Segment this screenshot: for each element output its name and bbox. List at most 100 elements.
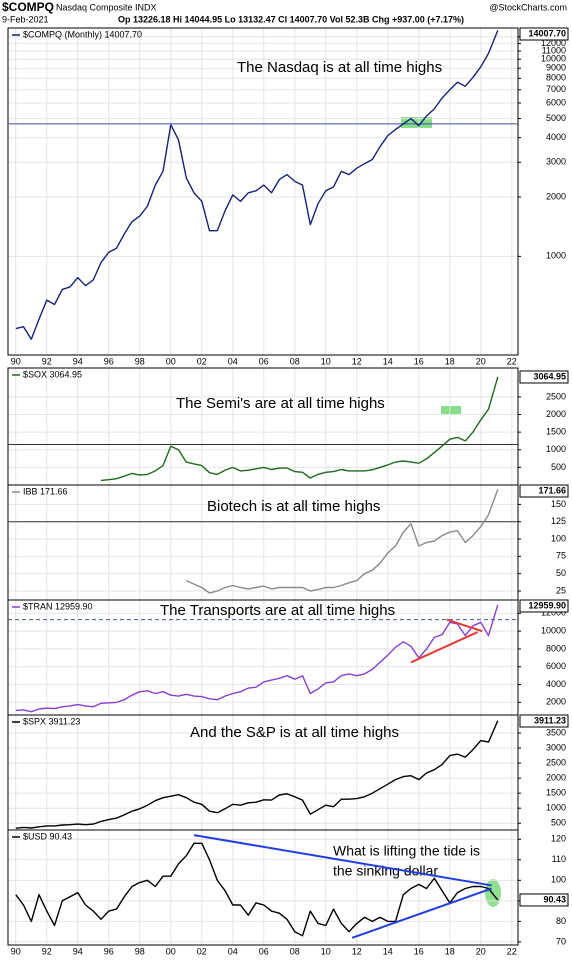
panel-frame	[7, 27, 519, 356]
highlight	[401, 117, 432, 128]
x-tick-label: 10	[321, 946, 331, 956]
price-line	[15, 842, 499, 937]
last-value-box	[519, 599, 569, 613]
x-tick-label: 98	[135, 356, 145, 366]
annotation: And the S&P is at all time highs	[190, 724, 399, 741]
x-tick-label: 04	[228, 946, 238, 956]
x-tick-label: 14	[383, 946, 393, 956]
price-line	[15, 30, 499, 340]
y-tick-label: 7000	[546, 84, 566, 94]
x-tick-label: 94	[73, 946, 83, 956]
legend-label: $COMPQ (Monthly) 14007.70	[23, 29, 142, 39]
y-tick-label: 3000	[546, 742, 566, 752]
x-tick-label: 22	[507, 356, 517, 366]
annotation: the sinking dollar	[333, 863, 438, 879]
y-tick-label: 12000	[541, 608, 566, 618]
y-tick-label: 4000	[546, 132, 566, 142]
y-tick-label: 10000	[541, 626, 566, 636]
y-tick-label: 3500	[546, 727, 566, 737]
y-tick-label: 9000	[546, 63, 566, 73]
annotation: Biotech is at all time highs	[207, 498, 380, 515]
x-tick-label: 00	[166, 946, 176, 956]
y-tick-label: 500	[551, 818, 566, 828]
x-tick-label: 18	[445, 946, 455, 956]
x-tick-label: 98	[135, 946, 145, 956]
y-tick-label: 1500	[546, 788, 566, 798]
last-value-box	[519, 714, 569, 728]
x-tick-label: 16	[414, 356, 424, 366]
last-value-label: 12959.90	[528, 600, 566, 610]
legend-label: $TRAN 12959.90	[23, 601, 93, 611]
y-tick-label: 75	[556, 551, 566, 561]
x-tick-label: 04	[228, 356, 238, 366]
y-tick-label: 2500	[546, 757, 566, 767]
x-tick-label: 12	[352, 356, 362, 366]
y-tick-label: 100	[551, 875, 566, 885]
y-tick-label: 1500	[546, 427, 566, 437]
x-tick-label: 90	[11, 356, 21, 366]
y-tick-label: 5000	[546, 113, 566, 123]
x-tick-label: 14	[383, 356, 393, 366]
x-tick-label: 00	[166, 356, 176, 366]
y-tick-label: 1000	[546, 251, 566, 261]
y-tick-label: 3000	[546, 157, 566, 167]
y-tick-label: 2000	[546, 409, 566, 419]
symbol: $COMPQ	[2, 0, 54, 14]
annotation: The Semi's are at all time highs	[176, 395, 385, 412]
x-tick-label: 20	[476, 946, 486, 956]
legend-label: $USD 90.43	[23, 831, 72, 841]
quote: Op 13226.18 Hi 14044.95 Lo 13132.47 Cl 1…	[118, 14, 464, 24]
y-tick-label: 6000	[546, 661, 566, 671]
y-tick-label: 2000	[546, 773, 566, 783]
x-tick-label: 10	[321, 356, 331, 366]
x-tick-label: 02	[197, 356, 207, 366]
y-tick-label: 1000	[546, 803, 566, 813]
y-tick-label: 12000	[541, 38, 566, 48]
highlight	[441, 406, 461, 415]
y-tick-label: 50	[556, 568, 566, 578]
y-tick-label: 2500	[546, 391, 566, 401]
last-value-box	[519, 27, 569, 41]
y-tick-label: 2000	[546, 697, 566, 707]
last-value-label: 3064.95	[533, 371, 566, 381]
y-tick-label: 8000	[546, 73, 566, 83]
y-tick-label: 110	[552, 854, 566, 864]
x-tick-label: 90	[11, 946, 21, 956]
x-tick-label: 06	[259, 946, 269, 956]
panel-frame	[7, 829, 519, 946]
legend-label: $SOX 3064.95	[23, 369, 82, 379]
x-tick-label: 22	[507, 946, 517, 956]
y-tick-label: 125	[551, 516, 566, 526]
y-tick-label: 120	[551, 834, 566, 844]
annotation: The Transports are at all time highs	[160, 602, 395, 619]
annotation: What is lifting the tide is	[333, 843, 480, 859]
price-line	[15, 604, 499, 713]
y-tick-label: 2000	[546, 191, 566, 201]
y-tick-label: 10000	[541, 54, 566, 64]
y-tick-label: 25	[556, 585, 566, 595]
trend-line	[410, 631, 479, 664]
instrument-name: Nasdaq Composite INDX	[56, 2, 157, 12]
last-value-box	[519, 484, 569, 498]
y-tick-label: 1000	[546, 444, 566, 454]
last-value-label: 171.66	[538, 485, 566, 495]
x-tick-label: 06	[259, 356, 269, 366]
legend-label: IBB 171.66	[23, 486, 68, 496]
price-line	[100, 376, 499, 482]
x-tick-label: 18	[445, 356, 455, 366]
y-tick-label: 4000	[546, 679, 566, 689]
x-tick-label: 96	[104, 356, 114, 366]
y-tick-label: 6000	[546, 97, 566, 107]
x-tick-label: 16	[414, 946, 424, 956]
x-tick-label: 20	[476, 356, 486, 366]
y-tick-label: 80	[556, 916, 566, 926]
date: 9-Feb-2021	[2, 14, 49, 24]
y-tick-label: 11000	[542, 45, 566, 55]
price-line	[15, 720, 499, 829]
annotation: The Nasdaq is at all time highs	[237, 59, 442, 76]
last-value-label: 90.43	[543, 894, 566, 904]
last-value-box	[519, 893, 569, 907]
x-tick-label: 92	[42, 356, 52, 366]
y-tick-label: 100	[551, 533, 566, 543]
